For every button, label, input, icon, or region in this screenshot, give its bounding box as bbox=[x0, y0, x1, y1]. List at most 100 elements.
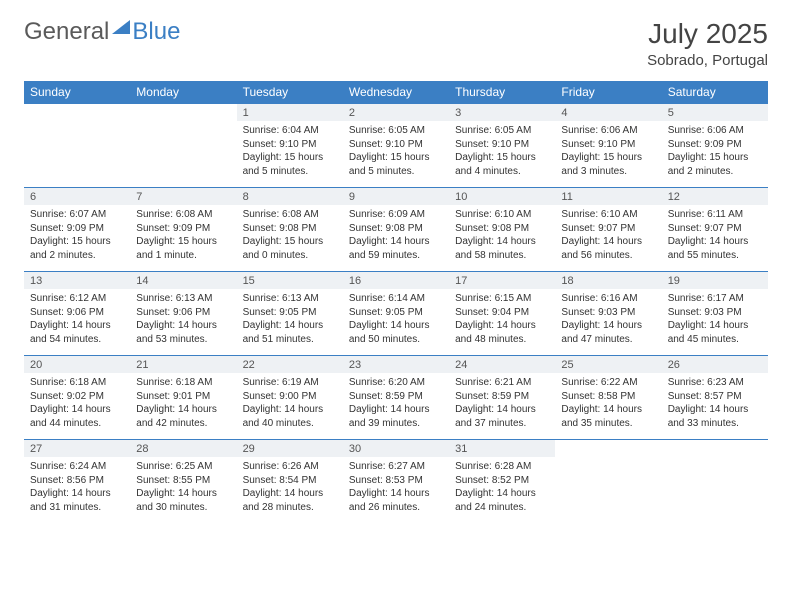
sunset-text: Sunset: 8:59 PM bbox=[455, 390, 549, 404]
day-details: Sunrise: 6:16 AMSunset: 9:03 PMDaylight:… bbox=[555, 289, 661, 350]
sunset-text: Sunset: 9:00 PM bbox=[243, 390, 337, 404]
sunrise-text: Sunrise: 6:12 AM bbox=[30, 292, 124, 306]
sunset-text: Sunset: 9:10 PM bbox=[243, 138, 337, 152]
day-number: 3 bbox=[449, 104, 555, 121]
day-number: 31 bbox=[449, 440, 555, 457]
daylight-text: Daylight: 14 hours and 37 minutes. bbox=[455, 403, 549, 430]
day-details: Sunrise: 6:26 AMSunset: 8:54 PMDaylight:… bbox=[237, 457, 343, 518]
daylight-text: Daylight: 15 hours and 1 minute. bbox=[136, 235, 230, 262]
sunrise-text: Sunrise: 6:14 AM bbox=[349, 292, 443, 306]
day-header: Saturday bbox=[662, 81, 768, 104]
day-number: 27 bbox=[24, 440, 130, 457]
sunset-text: Sunset: 8:55 PM bbox=[136, 474, 230, 488]
daylight-text: Daylight: 14 hours and 40 minutes. bbox=[243, 403, 337, 430]
sunrise-text: Sunrise: 6:11 AM bbox=[668, 208, 762, 222]
day-details: Sunrise: 6:07 AMSunset: 9:09 PMDaylight:… bbox=[24, 205, 130, 266]
sunset-text: Sunset: 8:59 PM bbox=[349, 390, 443, 404]
daylight-text: Daylight: 15 hours and 4 minutes. bbox=[455, 151, 549, 178]
calendar-cell: 31Sunrise: 6:28 AMSunset: 8:52 PMDayligh… bbox=[449, 440, 555, 524]
sunrise-text: Sunrise: 6:18 AM bbox=[136, 376, 230, 390]
calendar-cell bbox=[24, 104, 130, 188]
page-header: General Blue July 2025 Sobrado, Portugal bbox=[24, 18, 768, 69]
sunrise-text: Sunrise: 6:27 AM bbox=[349, 460, 443, 474]
day-number: 11 bbox=[555, 188, 661, 205]
calendar-cell bbox=[662, 440, 768, 524]
daylight-text: Daylight: 14 hours and 33 minutes. bbox=[668, 403, 762, 430]
calendar-cell: 10Sunrise: 6:10 AMSunset: 9:08 PMDayligh… bbox=[449, 188, 555, 272]
day-number: 14 bbox=[130, 272, 236, 289]
logo-triangle-icon bbox=[112, 20, 130, 34]
sunrise-text: Sunrise: 6:07 AM bbox=[30, 208, 124, 222]
logo-text-blue: Blue bbox=[132, 18, 180, 46]
daylight-text: Daylight: 14 hours and 59 minutes. bbox=[349, 235, 443, 262]
day-header: Tuesday bbox=[237, 81, 343, 104]
sunrise-text: Sunrise: 6:25 AM bbox=[136, 460, 230, 474]
day-details: Sunrise: 6:05 AMSunset: 9:10 PMDaylight:… bbox=[449, 121, 555, 182]
sunrise-text: Sunrise: 6:13 AM bbox=[243, 292, 337, 306]
daylight-text: Daylight: 14 hours and 58 minutes. bbox=[455, 235, 549, 262]
sunset-text: Sunset: 9:01 PM bbox=[136, 390, 230, 404]
calendar-week-row: 20Sunrise: 6:18 AMSunset: 9:02 PMDayligh… bbox=[24, 356, 768, 440]
day-details: Sunrise: 6:27 AMSunset: 8:53 PMDaylight:… bbox=[343, 457, 449, 518]
daylight-text: Daylight: 14 hours and 24 minutes. bbox=[455, 487, 549, 514]
day-number: 8 bbox=[237, 188, 343, 205]
sunrise-text: Sunrise: 6:06 AM bbox=[668, 124, 762, 138]
sunrise-text: Sunrise: 6:28 AM bbox=[455, 460, 549, 474]
calendar-cell: 29Sunrise: 6:26 AMSunset: 8:54 PMDayligh… bbox=[237, 440, 343, 524]
sunrise-text: Sunrise: 6:20 AM bbox=[349, 376, 443, 390]
day-details: Sunrise: 6:10 AMSunset: 9:08 PMDaylight:… bbox=[449, 205, 555, 266]
day-header: Sunday bbox=[24, 81, 130, 104]
day-details: Sunrise: 6:06 AMSunset: 9:10 PMDaylight:… bbox=[555, 121, 661, 182]
day-details: Sunrise: 6:11 AMSunset: 9:07 PMDaylight:… bbox=[662, 205, 768, 266]
sunrise-text: Sunrise: 6:26 AM bbox=[243, 460, 337, 474]
day-details: Sunrise: 6:13 AMSunset: 9:05 PMDaylight:… bbox=[237, 289, 343, 350]
day-number: 30 bbox=[343, 440, 449, 457]
day-number: 17 bbox=[449, 272, 555, 289]
sunset-text: Sunset: 9:09 PM bbox=[136, 222, 230, 236]
sunrise-text: Sunrise: 6:09 AM bbox=[349, 208, 443, 222]
day-details: Sunrise: 6:28 AMSunset: 8:52 PMDaylight:… bbox=[449, 457, 555, 518]
calendar-cell: 28Sunrise: 6:25 AMSunset: 8:55 PMDayligh… bbox=[130, 440, 236, 524]
calendar-cell: 3Sunrise: 6:05 AMSunset: 9:10 PMDaylight… bbox=[449, 104, 555, 188]
calendar-cell: 20Sunrise: 6:18 AMSunset: 9:02 PMDayligh… bbox=[24, 356, 130, 440]
calendar-cell bbox=[555, 440, 661, 524]
sunrise-text: Sunrise: 6:17 AM bbox=[668, 292, 762, 306]
daylight-text: Daylight: 15 hours and 3 minutes. bbox=[561, 151, 655, 178]
calendar-cell: 8Sunrise: 6:08 AMSunset: 9:08 PMDaylight… bbox=[237, 188, 343, 272]
calendar-cell: 6Sunrise: 6:07 AMSunset: 9:09 PMDaylight… bbox=[24, 188, 130, 272]
sunset-text: Sunset: 9:05 PM bbox=[349, 306, 443, 320]
calendar-cell: 9Sunrise: 6:09 AMSunset: 9:08 PMDaylight… bbox=[343, 188, 449, 272]
calendar-cell: 26Sunrise: 6:23 AMSunset: 8:57 PMDayligh… bbox=[662, 356, 768, 440]
day-details: Sunrise: 6:21 AMSunset: 8:59 PMDaylight:… bbox=[449, 373, 555, 434]
daylight-text: Daylight: 14 hours and 53 minutes. bbox=[136, 319, 230, 346]
title-block: July 2025 Sobrado, Portugal bbox=[647, 18, 768, 69]
sunset-text: Sunset: 8:57 PM bbox=[668, 390, 762, 404]
daylight-text: Daylight: 15 hours and 2 minutes. bbox=[668, 151, 762, 178]
logo-text-general: General bbox=[24, 18, 109, 46]
day-details: Sunrise: 6:09 AMSunset: 9:08 PMDaylight:… bbox=[343, 205, 449, 266]
day-details: Sunrise: 6:15 AMSunset: 9:04 PMDaylight:… bbox=[449, 289, 555, 350]
calendar-cell: 1Sunrise: 6:04 AMSunset: 9:10 PMDaylight… bbox=[237, 104, 343, 188]
calendar-week-row: 6Sunrise: 6:07 AMSunset: 9:09 PMDaylight… bbox=[24, 188, 768, 272]
day-number: 23 bbox=[343, 356, 449, 373]
daylight-text: Daylight: 14 hours and 42 minutes. bbox=[136, 403, 230, 430]
sunset-text: Sunset: 8:54 PM bbox=[243, 474, 337, 488]
day-number: 22 bbox=[237, 356, 343, 373]
daylight-text: Daylight: 14 hours and 56 minutes. bbox=[561, 235, 655, 262]
calendar-cell: 30Sunrise: 6:27 AMSunset: 8:53 PMDayligh… bbox=[343, 440, 449, 524]
day-header: Friday bbox=[555, 81, 661, 104]
sunset-text: Sunset: 9:10 PM bbox=[561, 138, 655, 152]
day-details: Sunrise: 6:22 AMSunset: 8:58 PMDaylight:… bbox=[555, 373, 661, 434]
sunset-text: Sunset: 9:02 PM bbox=[30, 390, 124, 404]
sunset-text: Sunset: 9:08 PM bbox=[455, 222, 549, 236]
calendar-cell: 13Sunrise: 6:12 AMSunset: 9:06 PMDayligh… bbox=[24, 272, 130, 356]
daylight-text: Daylight: 14 hours and 50 minutes. bbox=[349, 319, 443, 346]
daylight-text: Daylight: 14 hours and 55 minutes. bbox=[668, 235, 762, 262]
sunrise-text: Sunrise: 6:13 AM bbox=[136, 292, 230, 306]
daylight-text: Daylight: 14 hours and 26 minutes. bbox=[349, 487, 443, 514]
sunset-text: Sunset: 9:08 PM bbox=[349, 222, 443, 236]
sunrise-text: Sunrise: 6:05 AM bbox=[349, 124, 443, 138]
day-number: 13 bbox=[24, 272, 130, 289]
daylight-text: Daylight: 15 hours and 2 minutes. bbox=[30, 235, 124, 262]
calendar-cell: 19Sunrise: 6:17 AMSunset: 9:03 PMDayligh… bbox=[662, 272, 768, 356]
